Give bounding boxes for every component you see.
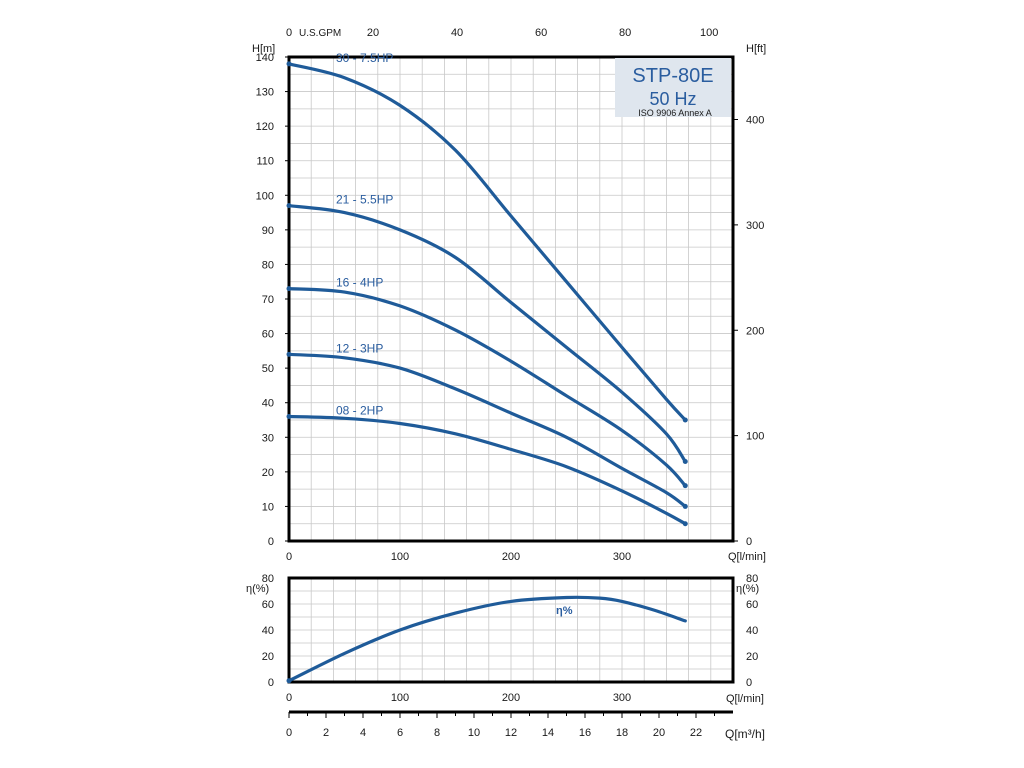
eff-x-axis-title: Q[l/min] bbox=[726, 693, 764, 705]
eff-y-tick-label-right: 60 bbox=[746, 599, 758, 611]
curve-end-point bbox=[682, 458, 688, 464]
m3h-axis-title: Q[m³/h] bbox=[725, 727, 765, 741]
y-tick-label: 90 bbox=[262, 225, 274, 237]
m3h-tick-label: 20 bbox=[653, 727, 665, 739]
gpm-tick-label: 60 bbox=[535, 27, 547, 39]
head-curve bbox=[287, 352, 687, 508]
efficiency-chart-frame bbox=[287, 576, 735, 684]
gpm-tick-label: 80 bbox=[619, 27, 631, 39]
gpm-tick-label: 20 bbox=[367, 27, 379, 39]
head-chart-grid bbox=[288, 56, 734, 542]
m3h-tick-label: 14 bbox=[542, 727, 554, 739]
head-left-axis-title: H[m] bbox=[252, 43, 275, 55]
y-tick-label: 140 bbox=[256, 52, 274, 64]
x-tick-label: 300 bbox=[613, 551, 631, 563]
y-tick-label: 80 bbox=[262, 259, 274, 271]
ft-tick-label: 300 bbox=[746, 220, 764, 232]
model-title: STP-80E bbox=[632, 65, 713, 87]
gpm-axis-title: U.S.GPM bbox=[299, 28, 341, 39]
curve-label: 30 - 7.5HP bbox=[336, 51, 393, 65]
curve-start-point bbox=[286, 286, 292, 292]
model-badge-box bbox=[615, 58, 731, 117]
eff-y-tick-label: 40 bbox=[262, 625, 274, 637]
eff-x-tick-label: 0 bbox=[286, 692, 292, 704]
m3h-tick-label: 4 bbox=[360, 727, 366, 739]
y-tick-label: 10 bbox=[262, 501, 274, 513]
head-curve bbox=[287, 287, 687, 488]
eff-y-tick-label: 80 bbox=[262, 573, 274, 585]
y-tick-label: 20 bbox=[262, 467, 274, 479]
y-tick-label: 50 bbox=[262, 363, 274, 375]
ft-tick-label: 400 bbox=[746, 115, 764, 127]
y-tick-label: 60 bbox=[262, 329, 274, 341]
m3h-tick-label: 10 bbox=[468, 727, 480, 739]
gpm-tick-label: 40 bbox=[451, 27, 463, 39]
model-badge: STP-80E 50 Hz ISO 9906 Annex A bbox=[615, 58, 731, 118]
efficiency-label: η% bbox=[556, 605, 573, 617]
y-tick-label: 110 bbox=[256, 156, 274, 168]
eff-y-tick-label-right: 80 bbox=[746, 573, 758, 585]
curve-label: 16 - 4HP bbox=[336, 276, 383, 290]
efficiency-curve bbox=[287, 595, 687, 683]
x-tick-label: 200 bbox=[502, 551, 520, 563]
y-tick-label: 100 bbox=[256, 190, 274, 202]
curve-start-point bbox=[286, 61, 292, 67]
eff-y-tick-label-right: 40 bbox=[746, 625, 758, 637]
eff-y-tick-label: 60 bbox=[262, 599, 274, 611]
m3h-tick-label: 6 bbox=[397, 727, 403, 739]
m3h-tick-label: 2 bbox=[323, 727, 329, 739]
y-tick-label: 0 bbox=[268, 536, 274, 548]
eff-y-tick-label: 20 bbox=[262, 651, 274, 663]
y-tick-label: 120 bbox=[256, 121, 274, 133]
curve-end-point bbox=[682, 483, 688, 489]
y-tick-label: 70 bbox=[262, 294, 274, 306]
m3h-tick-label: 18 bbox=[616, 727, 628, 739]
y-tick-label: 40 bbox=[262, 398, 274, 410]
x-tick-label: 0 bbox=[286, 551, 292, 563]
curve-start-point bbox=[286, 351, 292, 357]
x-tick-label: 100 bbox=[391, 551, 409, 563]
eff-right-axis-title: η(%) bbox=[736, 583, 759, 595]
head-x-axis-title: Q[l/min] bbox=[728, 551, 766, 563]
head-curve bbox=[287, 62, 687, 422]
head-curve bbox=[287, 414, 687, 526]
curve-start-point bbox=[286, 203, 292, 209]
gpm-tick-label: 0 bbox=[286, 27, 292, 39]
gpm-tick-label: 100 bbox=[700, 27, 718, 39]
curve-start-point bbox=[286, 414, 292, 420]
standard-label: ISO 9906 Annex A bbox=[638, 108, 712, 118]
curve-start-point bbox=[286, 678, 292, 684]
curve-end-point bbox=[682, 521, 688, 527]
head-right-axis-title: H[ft] bbox=[746, 43, 766, 55]
y-tick-label: 30 bbox=[262, 432, 274, 444]
curve-end-point bbox=[682, 417, 688, 423]
curve-label: 21 - 5.5HP bbox=[336, 193, 393, 207]
efficiency-curves: η% bbox=[286, 595, 687, 684]
eff-x-tick-label: 100 bbox=[391, 692, 409, 704]
y-tick-label: 130 bbox=[256, 87, 274, 99]
eff-y-tick-label: 0 bbox=[268, 677, 274, 689]
eff-left-axis-title: η(%) bbox=[246, 583, 269, 595]
curve-label: 12 - 3HP bbox=[336, 341, 383, 355]
ft-tick-label: 0 bbox=[746, 536, 752, 548]
eff-y-tick-label-right: 20 bbox=[746, 651, 758, 663]
head-curves: 30 - 7.5HP 21 - 5.5HP 16 - 4HP 12 - 3HP 08 -… bbox=[286, 51, 688, 527]
curve-end-point bbox=[682, 503, 688, 509]
efficiency-chart-grid bbox=[288, 577, 734, 683]
ft-tick-label: 200 bbox=[746, 325, 764, 337]
eff-x-tick-label: 300 bbox=[613, 692, 631, 704]
axis-ticks: 0102030405060708090100110120130140010020… bbox=[256, 27, 765, 739]
m3h-tick-label: 22 bbox=[690, 727, 702, 739]
m3h-tick-label: 8 bbox=[434, 727, 440, 739]
head-curve bbox=[287, 204, 687, 464]
m3h-tick-label: 0 bbox=[286, 727, 292, 739]
m3h-tick-label: 12 bbox=[505, 727, 517, 739]
frequency-label: 50 Hz bbox=[649, 89, 696, 109]
eff-x-tick-label: 200 bbox=[502, 692, 520, 704]
eff-y-tick-label-right: 0 bbox=[746, 677, 752, 689]
ft-tick-label: 100 bbox=[746, 431, 764, 443]
curve-label: 08 - 2HP bbox=[336, 404, 383, 418]
m3h-tick-label: 16 bbox=[579, 727, 591, 739]
